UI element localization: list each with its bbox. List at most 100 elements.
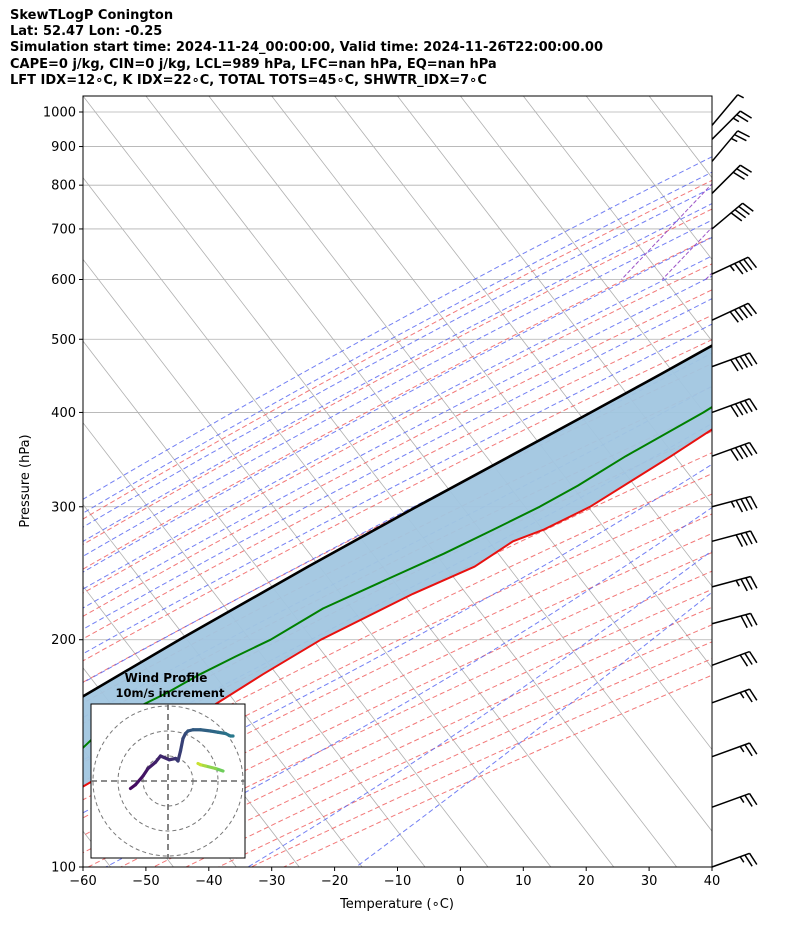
hodograph-segment: [203, 764, 218, 771]
moist-adiabat: [247, 550, 712, 867]
moist-adiabat: [83, 236, 712, 573]
barb-flag: [735, 499, 744, 513]
barb-flag: [744, 744, 753, 757]
barb-shaft: [711, 612, 751, 625]
barb-half-flag: [735, 580, 740, 587]
barb-flag: [734, 447, 744, 460]
isotherm-line: [83, 96, 677, 867]
wind-barb: [711, 302, 758, 323]
barb-half-flag: [737, 94, 744, 99]
barb-flag: [739, 355, 749, 368]
wind-barb: [711, 530, 758, 547]
isotherm-line: [775, 96, 794, 867]
barb-flag: [738, 205, 750, 216]
barb-flag: [747, 302, 758, 315]
barb-flag: [738, 307, 748, 319]
barb-flag: [748, 352, 758, 365]
barb-flag: [745, 531, 753, 545]
barb-flag: [739, 110, 752, 119]
barb-flag: [748, 442, 758, 455]
hodograph-segment: [146, 760, 158, 771]
wind-barb: [711, 398, 758, 418]
wind-barb: [711, 352, 758, 372]
barb-flag: [749, 530, 758, 544]
x-tick-label: 30: [641, 874, 658, 889]
y-tick-label: 700: [51, 222, 76, 237]
isotherm-line: [460, 96, 712, 424]
isotherm-line: [83, 422, 426, 867]
isotherm-line: [83, 340, 489, 867]
wind-barbs: [711, 94, 758, 868]
barb-flag: [740, 498, 748, 512]
y-axis-label: Pressure (hPa): [18, 434, 33, 527]
hodograph-segment: [176, 749, 183, 763]
dry-adiabat: [83, 236, 712, 570]
moist-adiabat: [83, 323, 712, 655]
barb-shaft: [711, 650, 750, 666]
inset-plot: [91, 704, 245, 858]
wind-barb: [711, 612, 758, 629]
x-axis-label: Temperature (∘C): [339, 897, 454, 912]
hodograph-segment: [196, 761, 203, 767]
dry-adiabat: [83, 179, 712, 520]
barb-flag: [745, 614, 753, 627]
barb-flag: [742, 202, 754, 212]
y-tick-label: 1000: [43, 105, 76, 120]
dry-adiabat: [83, 473, 712, 782]
indices-text-1: CAPE=0 j/kg, CIN=0 j/kg, LCL=989 hPa, LF…: [10, 56, 497, 72]
wind-barb: [711, 792, 758, 808]
barb-flag: [745, 577, 753, 590]
hodograph-segment: [198, 728, 213, 733]
barb-flag: [749, 576, 758, 589]
dry-adiabat: [83, 551, 712, 854]
barb-shaft: [711, 792, 750, 808]
wind-barb: [711, 164, 752, 194]
wind-barb: [711, 256, 758, 275]
barb-flag: [744, 354, 753, 367]
moist-adiabat: [83, 156, 712, 500]
barb-flag: [749, 613, 758, 626]
isotherm-line: [522, 96, 712, 342]
y-tick-label: 300: [51, 500, 76, 515]
barb-shaft: [711, 202, 744, 230]
y-tick-label: 200: [51, 633, 76, 648]
chart-header: SkewTLogP Conington Lat: 52.47 Lon: -0.2…: [10, 8, 603, 89]
barb-flag: [744, 690, 753, 703]
barb-flag: [734, 209, 747, 219]
wind-barb: [711, 94, 744, 126]
barb-half-flag: [730, 501, 736, 508]
barb-flag: [744, 443, 753, 456]
mixing-ratio-line: [705, 272, 712, 280]
x-tick-label: 40: [704, 874, 721, 889]
moist-adiabat: [83, 298, 712, 630]
barb-flag: [748, 742, 758, 755]
barb-flag: [748, 852, 758, 865]
wind-barb: [711, 742, 758, 758]
barb-flag: [734, 403, 744, 416]
wind-barb: [711, 130, 750, 162]
y-tick-label: 100: [51, 861, 76, 876]
barb-shaft: [711, 110, 741, 140]
cape-area: [83, 345, 712, 787]
indices-text-2: LFT IDX=12∘C, K IDX=22∘C, TOTAL TOTS=45∘…: [10, 72, 487, 88]
moist-adiabat: [83, 203, 712, 542]
y-tick-label: 400: [51, 406, 76, 421]
dry-adiabat: [83, 289, 712, 617]
cape-fill-region: [83, 345, 712, 787]
barb-flag: [729, 311, 739, 323]
inset-subtitle: 10m/s increment: [116, 686, 225, 700]
barb-flag: [744, 400, 753, 413]
dry-adiabat: [88, 570, 712, 867]
x-tick-label: −30: [258, 874, 285, 889]
time-text: Simulation start time: 2024-11-24_00:00:…: [10, 40, 603, 56]
barb-shaft: [711, 742, 750, 758]
dry-adiabat: [185, 624, 712, 867]
dry-adiabat: [83, 208, 712, 546]
barb-flag: [730, 212, 743, 222]
barb-flag: [734, 309, 744, 321]
isotherm-grid: [83, 96, 794, 867]
dry-adiabat: [250, 658, 712, 867]
x-tick-label: 0: [456, 874, 464, 889]
x-tick-label: −60: [69, 874, 96, 889]
